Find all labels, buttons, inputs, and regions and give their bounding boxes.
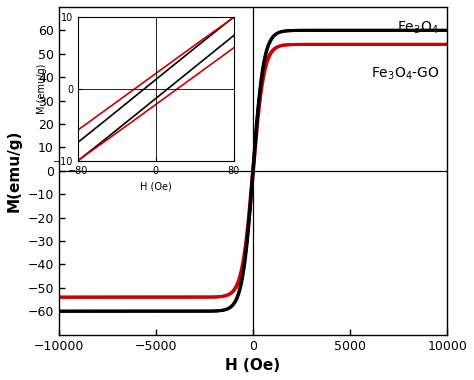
X-axis label: H (Oe): H (Oe): [226, 358, 281, 373]
Text: Fe$_3$O$_4$: Fe$_3$O$_4$: [398, 20, 439, 36]
Y-axis label: M(emu/g): M(emu/g): [7, 130, 22, 212]
Text: Fe$_3$O$_4$-GO: Fe$_3$O$_4$-GO: [371, 66, 439, 82]
